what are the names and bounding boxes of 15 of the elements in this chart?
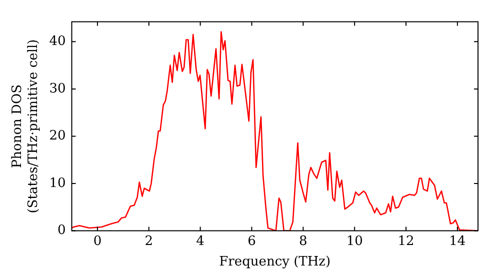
y-tick-label: 20 <box>49 128 66 144</box>
y-tick-label: 10 <box>49 176 66 191</box>
y-tick-label: 40 <box>49 34 66 50</box>
x-tick-label: 0 <box>93 234 102 249</box>
y-tick-label: 0 <box>57 223 66 238</box>
x-tick-label: 8 <box>299 234 308 249</box>
y-axis-title: Phonon DOS (States/THz·primitive cell) <box>10 39 41 214</box>
x-tick-label: 14 <box>449 234 466 249</box>
x-tick-label: 4 <box>196 234 204 249</box>
x-tick-label: 12 <box>398 234 414 249</box>
x-tick-label: 6 <box>248 234 256 249</box>
x-tick-label: 10 <box>346 234 363 249</box>
y-tick-label: 30 <box>49 81 66 96</box>
x-axis-title: Frequency (THz) <box>219 254 331 270</box>
x-tick-label: 2 <box>144 234 154 249</box>
